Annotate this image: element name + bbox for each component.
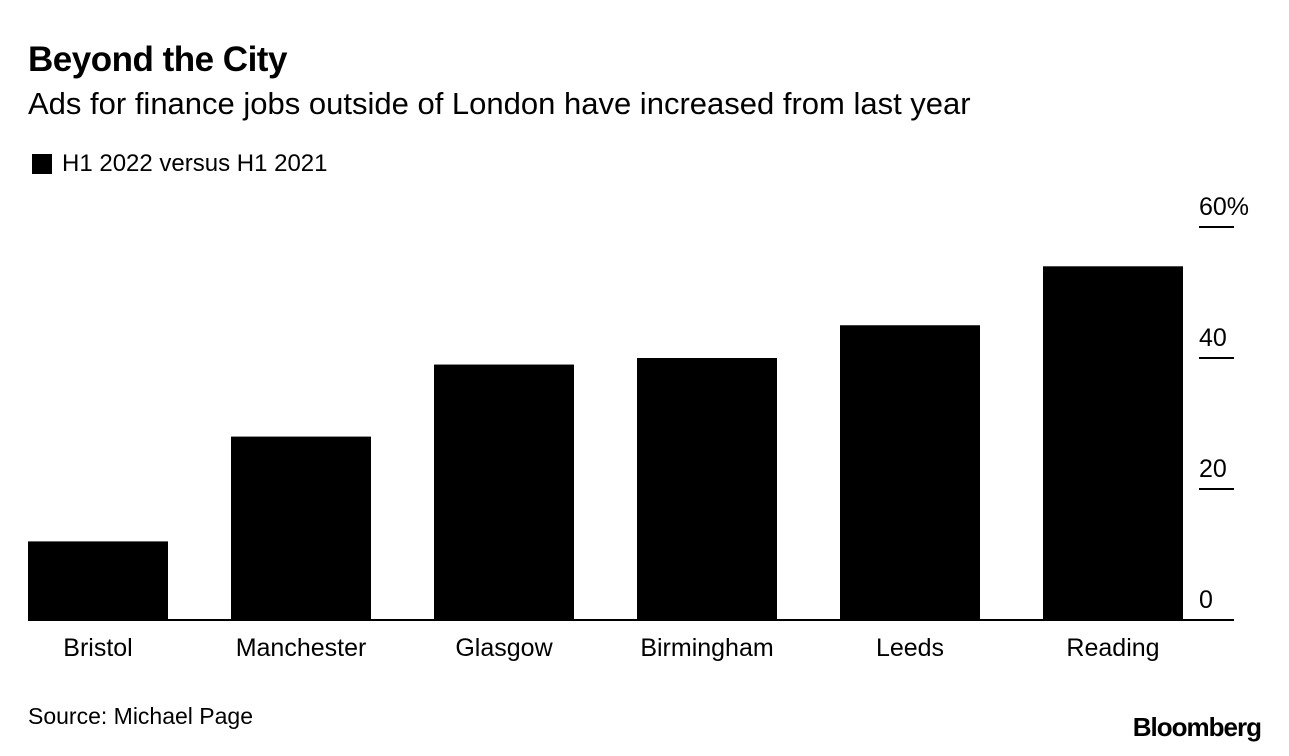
legend-label: H1 2022 versus H1 2021 <box>62 150 328 177</box>
x-axis: Bristol Manchester Glasgow Birmingham Leeds R… <box>28 619 1234 662</box>
chart-subtitle: Ads for finance jobs outside of London h… <box>28 86 971 121</box>
bar-manchester <box>231 436 371 620</box>
bars-group <box>28 266 1183 620</box>
bar-birmingham <box>637 358 777 620</box>
x-tick-label: Leeds <box>876 634 944 662</box>
y-axis: 0 20 40 60% <box>1199 193 1249 614</box>
x-tick-label: Glasgow <box>455 634 553 662</box>
x-tick-label: Reading <box>1066 634 1159 662</box>
y-tick-label: 40 <box>1199 324 1227 352</box>
legend-swatch <box>32 154 52 174</box>
y-tick-label: 20 <box>1199 455 1227 483</box>
legend: H1 2022 versus H1 2021 <box>32 148 328 180</box>
x-tick-label: Bristol <box>63 634 132 662</box>
bar-glasgow <box>434 364 574 620</box>
source-note: Source: Michael Page <box>28 703 254 729</box>
bar-leeds <box>840 325 980 620</box>
y-tick-label: 60% <box>1199 193 1249 221</box>
x-tick-label: Birmingham <box>640 634 773 662</box>
y-tick-label: 0 <box>1199 586 1213 614</box>
bar-reading <box>1043 266 1183 620</box>
bar-bristol <box>28 541 168 620</box>
x-tick-label: Manchester <box>236 634 367 662</box>
chart-title: Beyond the City <box>28 40 287 79</box>
bloomberg-logo: Bloomberg <box>1132 712 1262 742</box>
